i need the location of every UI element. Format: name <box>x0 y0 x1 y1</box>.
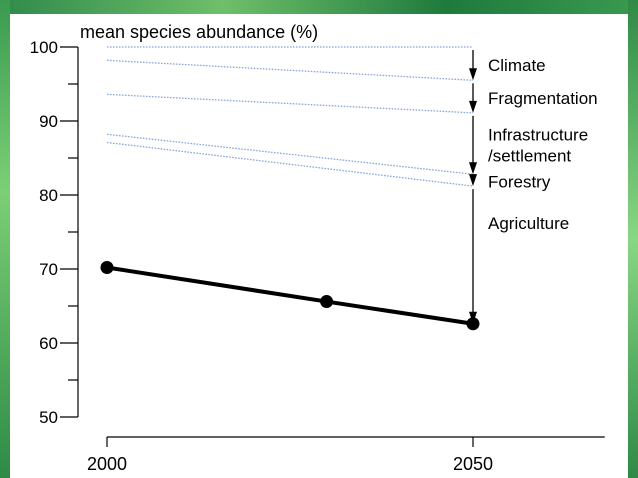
x-tick-label: 2000 <box>87 454 127 474</box>
annotation-arrow-head <box>469 174 477 187</box>
slide-frame-left <box>0 0 10 478</box>
y-axis-label: mean species abundance (%) <box>80 22 318 42</box>
data-point <box>100 261 114 275</box>
y-tick-label: 100 <box>30 38 58 57</box>
annotations: Climate Fragmentation Infrastructure/settl… <box>469 50 598 324</box>
annotation-label: Forestry <box>488 173 551 192</box>
data-point <box>320 295 334 309</box>
annotation-arrow-head <box>469 311 477 324</box>
annotation-label: Infrastructure <box>488 126 588 145</box>
series-line-main <box>106 265 474 326</box>
annotation-arrow-head <box>469 162 477 175</box>
annotation-arrow-head <box>469 100 477 113</box>
y-tick-label: 80 <box>39 186 58 205</box>
axes: 50 60 70 80 90 100 2000 2050 <box>30 38 605 474</box>
annotation-label: Fragmentation <box>488 89 598 108</box>
series-line-dotted <box>106 93 474 114</box>
annotation-label: /settlement <box>488 147 571 166</box>
series-lines <box>100 46 480 331</box>
series-line-dotted <box>106 141 474 187</box>
x-tick-label: 2050 <box>453 454 493 474</box>
slide-frame-top <box>0 0 638 14</box>
slide-frame-right <box>628 0 638 478</box>
annotation-label: Climate <box>488 56 546 75</box>
series-line-dotted <box>106 133 474 175</box>
annotation-arrow-head <box>469 68 477 81</box>
annotation-label: Agriculture <box>488 214 569 233</box>
series-line-dotted <box>106 59 474 81</box>
y-tick-label: 70 <box>39 260 58 279</box>
y-tick-label: 50 <box>39 408 58 427</box>
y-tick-label: 60 <box>39 334 58 353</box>
y-tick-label: 90 <box>39 112 58 131</box>
